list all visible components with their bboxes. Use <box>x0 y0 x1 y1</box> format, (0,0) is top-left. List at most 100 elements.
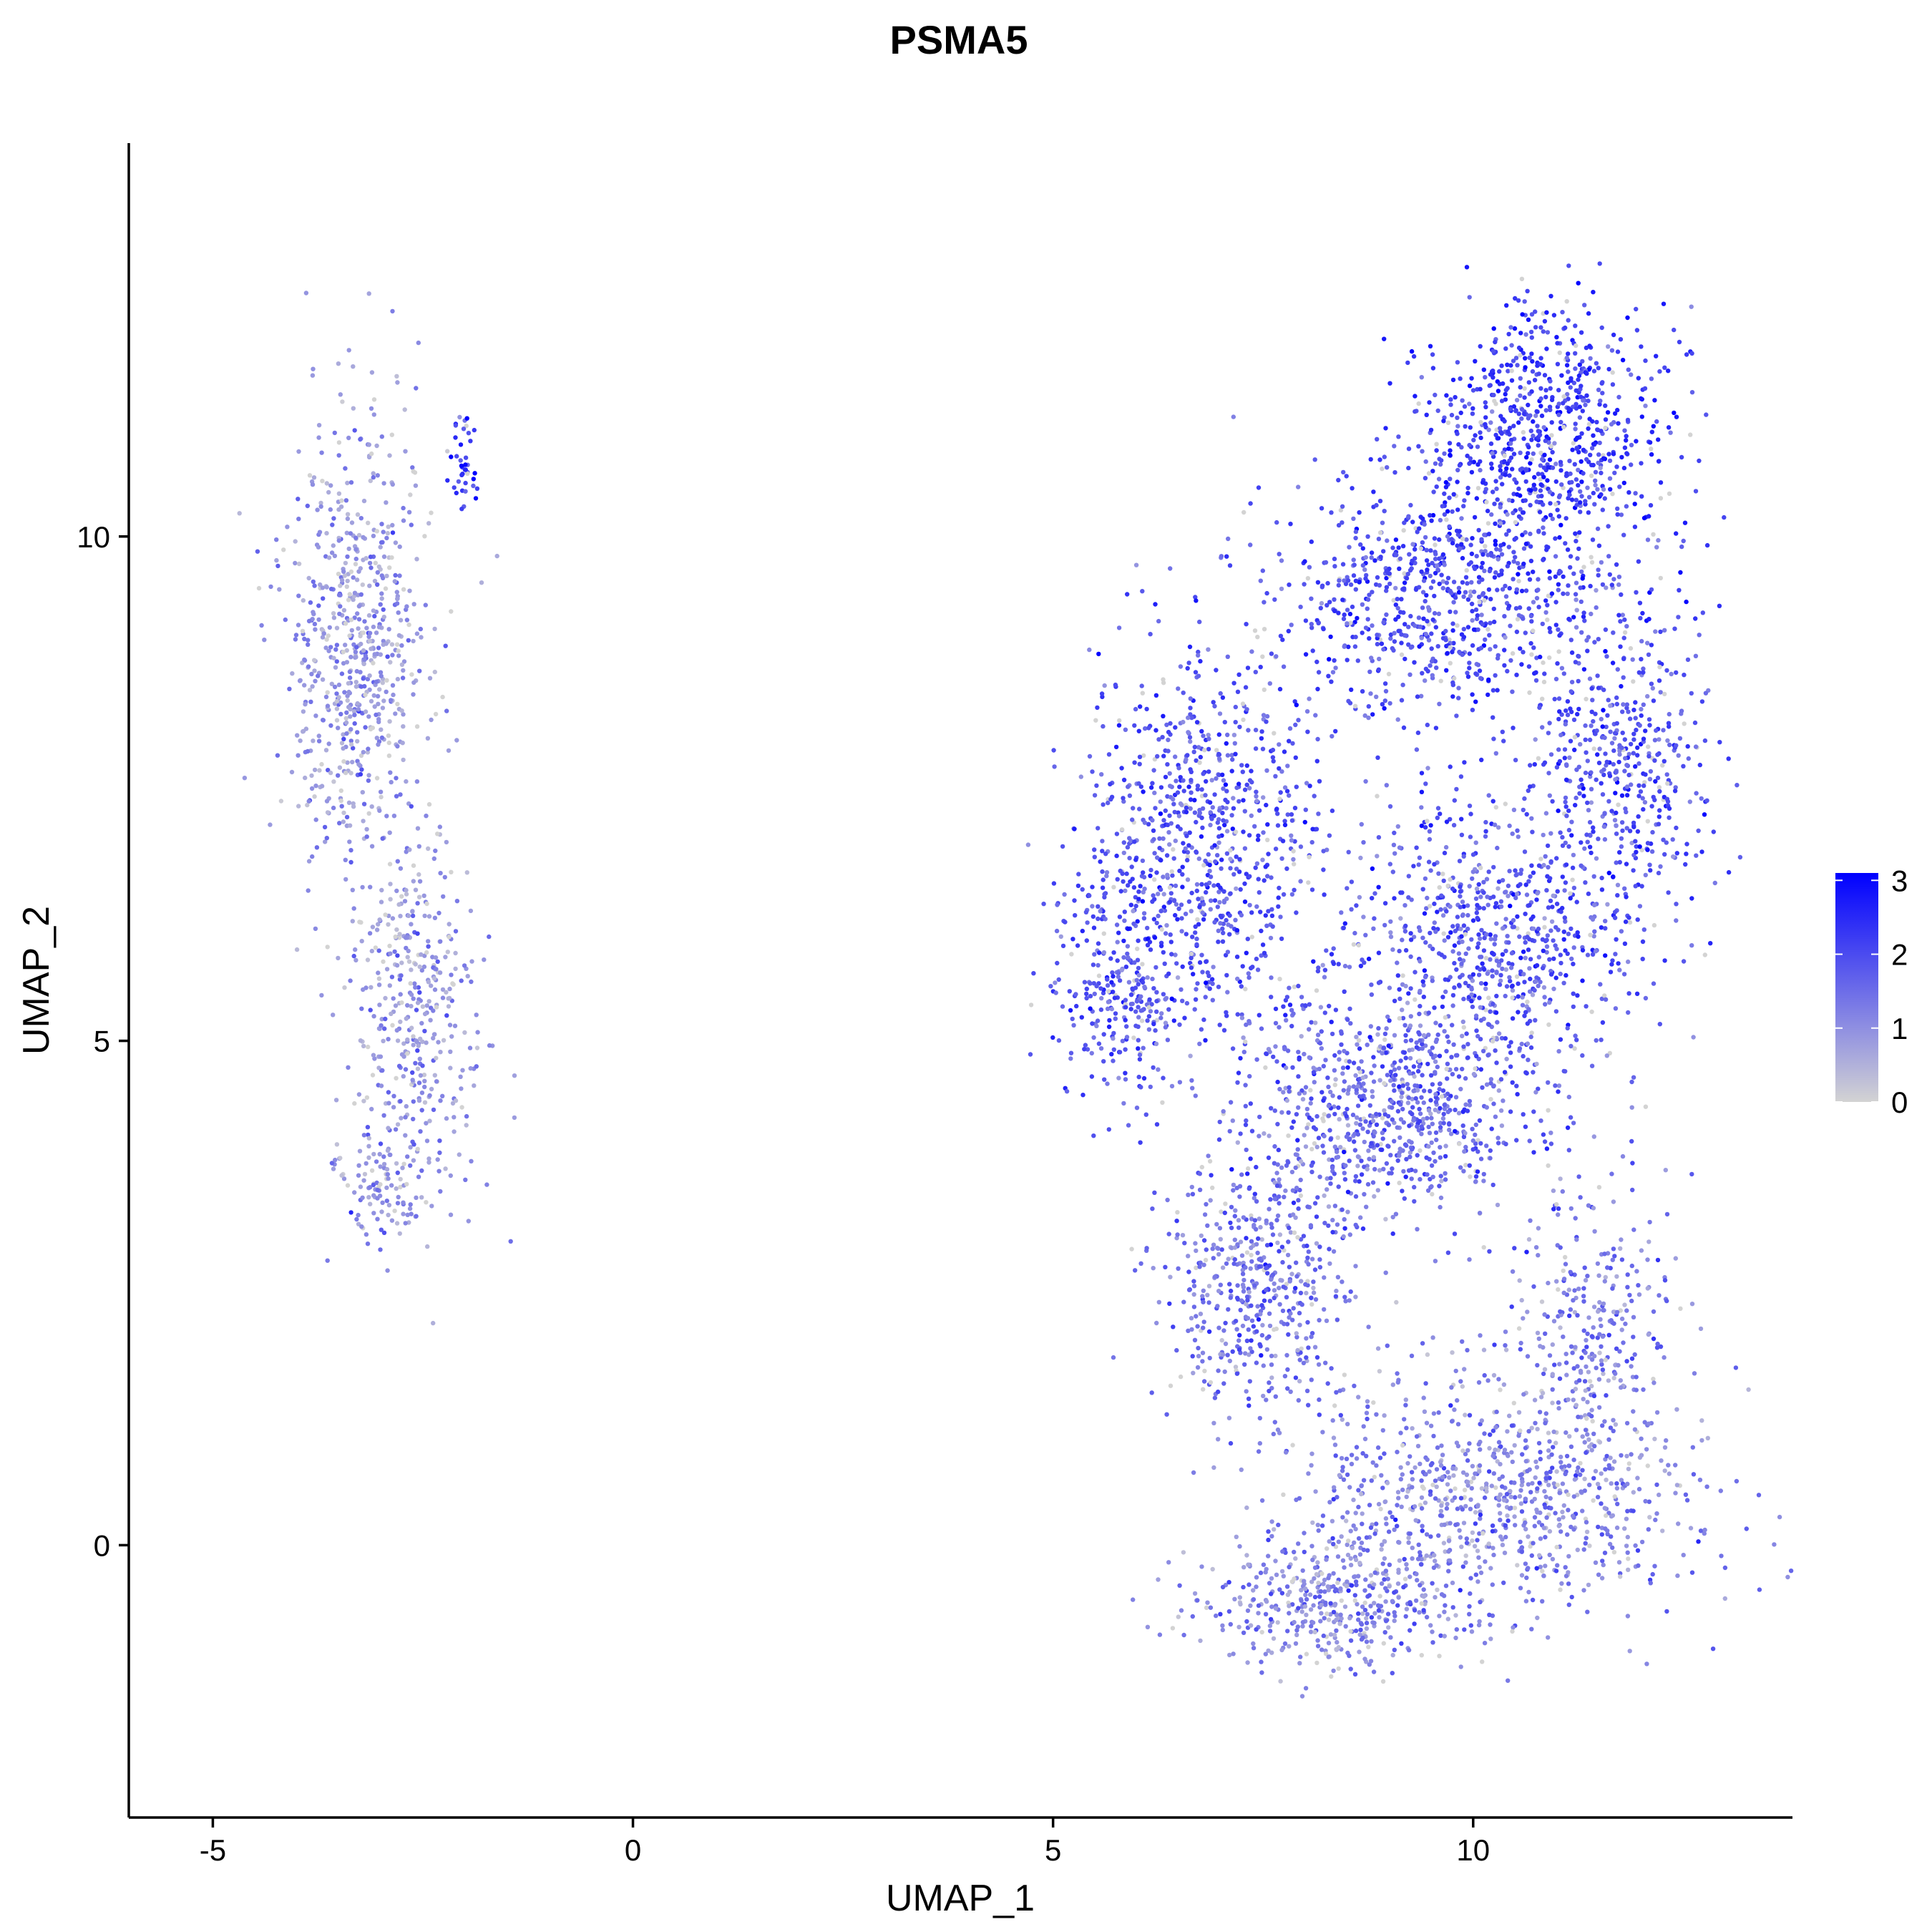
data-point <box>371 608 376 613</box>
data-point <box>1116 723 1122 728</box>
data-point <box>1351 942 1357 947</box>
data-point <box>1587 737 1593 743</box>
data-point <box>1601 487 1606 492</box>
data-point <box>413 483 419 488</box>
data-point <box>1568 896 1573 901</box>
data-point <box>1105 977 1110 982</box>
data-point <box>325 690 330 695</box>
data-point <box>1189 769 1194 775</box>
data-point <box>1221 786 1226 791</box>
data-point <box>1410 542 1415 547</box>
data-point <box>1340 562 1346 567</box>
data-point <box>1574 795 1579 801</box>
data-point <box>416 985 421 990</box>
data-point <box>1074 1003 1079 1009</box>
data-point <box>318 582 323 587</box>
data-point <box>294 947 300 952</box>
data-point <box>1307 565 1312 570</box>
data-point <box>1315 1033 1321 1038</box>
data-point <box>1244 950 1249 956</box>
data-point <box>1527 690 1532 696</box>
data-point <box>1600 1020 1606 1025</box>
data-point <box>1145 925 1150 931</box>
data-point <box>1333 728 1338 734</box>
data-point <box>1485 521 1491 526</box>
data-point <box>1434 441 1439 447</box>
data-point <box>1388 636 1393 641</box>
data-point <box>1461 594 1466 599</box>
data-point <box>404 887 409 893</box>
data-point <box>1179 929 1184 934</box>
data-point <box>1563 708 1568 713</box>
data-point <box>1491 489 1496 494</box>
data-point <box>1589 723 1594 728</box>
data-point <box>1138 1085 1143 1090</box>
data-point <box>1494 1060 1499 1065</box>
data-point <box>1496 389 1501 394</box>
data-point <box>444 839 449 845</box>
data-point <box>1101 950 1107 955</box>
data-point <box>1599 716 1604 722</box>
data-point <box>1591 490 1596 496</box>
data-point <box>395 1038 401 1043</box>
data-point <box>381 1161 387 1167</box>
data-point <box>1151 986 1156 991</box>
data-point <box>1532 762 1537 767</box>
data-point <box>1092 854 1098 859</box>
data-point <box>1159 927 1164 932</box>
data-point <box>378 545 383 550</box>
data-point <box>1523 955 1528 961</box>
data-point <box>374 1159 379 1164</box>
data-point <box>1470 918 1476 923</box>
data-point <box>1141 1075 1147 1081</box>
data-point <box>1511 550 1516 555</box>
data-point <box>1511 452 1517 457</box>
data-point <box>1511 559 1516 564</box>
data-point <box>1231 806 1236 811</box>
data-point <box>1231 732 1237 738</box>
data-point <box>422 1078 427 1084</box>
data-point <box>1058 934 1064 940</box>
data-point <box>1117 1050 1123 1055</box>
data-point <box>351 406 356 411</box>
data-point <box>1617 859 1622 865</box>
data-point <box>353 947 358 952</box>
data-point <box>1620 709 1625 714</box>
data-point <box>1550 449 1555 455</box>
data-point <box>1423 975 1428 980</box>
data-point <box>1405 360 1410 366</box>
data-point <box>1187 735 1193 740</box>
data-point <box>1503 397 1508 402</box>
data-point <box>1495 688 1500 693</box>
data-point <box>354 1216 359 1222</box>
data-point <box>1556 582 1561 587</box>
data-point <box>1529 457 1534 462</box>
data-point <box>1332 556 1337 562</box>
data-point <box>453 929 459 934</box>
data-point <box>1218 921 1223 926</box>
data-point <box>359 939 364 944</box>
data-point <box>452 1115 457 1120</box>
data-point <box>1201 902 1206 907</box>
data-point <box>1546 1108 1551 1113</box>
data-point <box>242 776 248 781</box>
data-point <box>1493 339 1498 345</box>
data-point <box>1679 708 1684 713</box>
data-point <box>406 959 412 965</box>
data-point <box>1216 826 1222 831</box>
data-point <box>1235 689 1241 694</box>
data-point <box>410 465 415 470</box>
data-point <box>385 654 390 659</box>
data-point <box>1056 1038 1062 1043</box>
data-point <box>440 1093 445 1099</box>
data-point <box>1488 647 1493 652</box>
data-point <box>1416 401 1421 406</box>
data-point <box>378 789 384 794</box>
data-point <box>1575 556 1580 561</box>
data-point <box>1384 783 1390 788</box>
data-point <box>1490 409 1495 414</box>
data-point <box>336 453 341 458</box>
data-point <box>1538 654 1543 660</box>
data-point <box>1547 625 1552 631</box>
data-point <box>381 615 386 620</box>
